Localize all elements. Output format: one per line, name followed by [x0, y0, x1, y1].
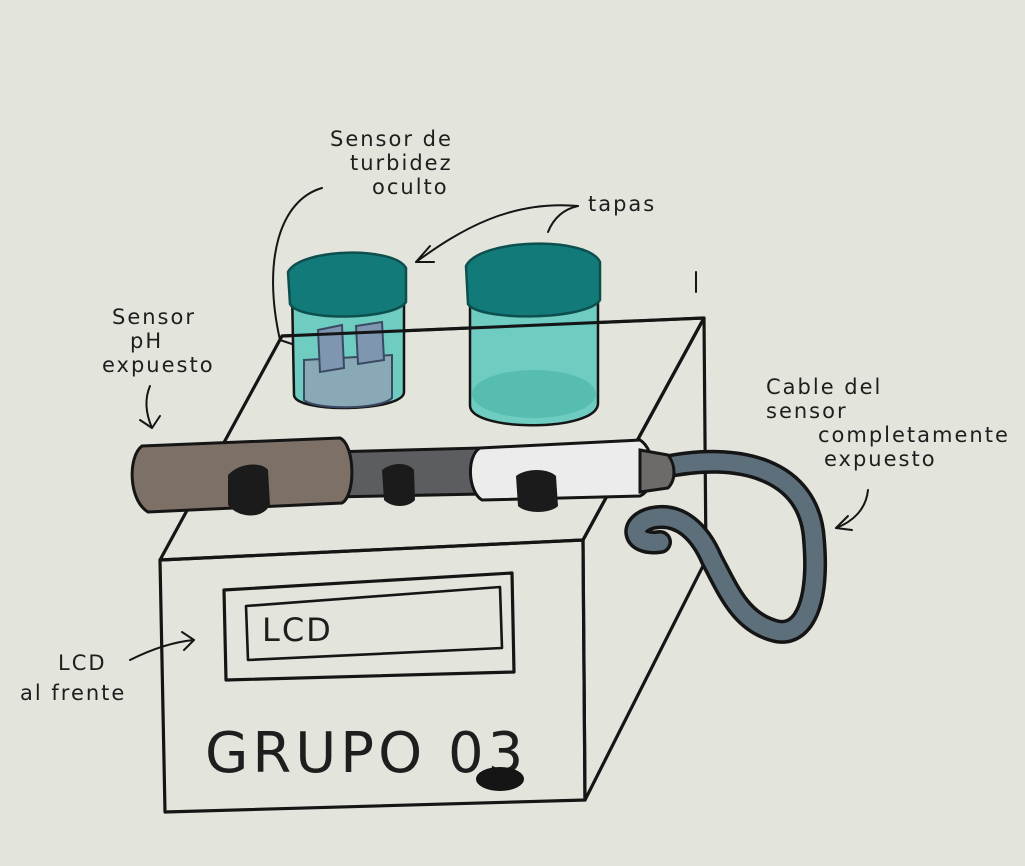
down-arrow-icon: [145, 385, 153, 429]
svg-text:Sensor de: Sensor de: [330, 127, 453, 151]
svg-text:sensor: sensor: [766, 399, 848, 423]
right-jar: [464, 242, 602, 427]
lids-note: tapas: [588, 192, 656, 216]
lcd-note: LCD al frente: [20, 651, 126, 705]
svg-text:expuesto: expuesto: [102, 353, 215, 377]
down-arrow-icon: [835, 489, 869, 529]
ph-probe: [130, 436, 676, 516]
svg-text:pH: pH: [130, 329, 163, 353]
svg-text:Cable del: Cable del: [766, 375, 882, 399]
lcd-label: LCD: [262, 611, 333, 649]
group-name: GRUPO 03: [205, 721, 527, 786]
svg-text:Sensor: Sensor: [112, 305, 196, 329]
svg-text:turbidez: turbidez: [350, 151, 453, 175]
down-arrow-icon: [129, 639, 195, 661]
svg-text:al frente: al frente: [20, 681, 126, 705]
sensor-cable: [624, 449, 827, 644]
power-button: [476, 767, 524, 791]
down-arrow-icon: [415, 204, 579, 263]
cable-note: Cable del sensor completamente expuesto: [766, 375, 1010, 471]
svg-text:expuesto: expuesto: [824, 447, 937, 471]
svg-text:completamente: completamente: [818, 423, 1010, 447]
lcd-display: LCD: [222, 571, 516, 682]
turbidity-note: Sensor de turbidez oculto: [330, 127, 453, 199]
svg-text:oculto: oculto: [372, 175, 449, 199]
left-jar: [286, 251, 408, 410]
svg-text:LCD: LCD: [58, 651, 107, 675]
ph-sensor-note: Sensor pH expuesto: [102, 305, 215, 377]
